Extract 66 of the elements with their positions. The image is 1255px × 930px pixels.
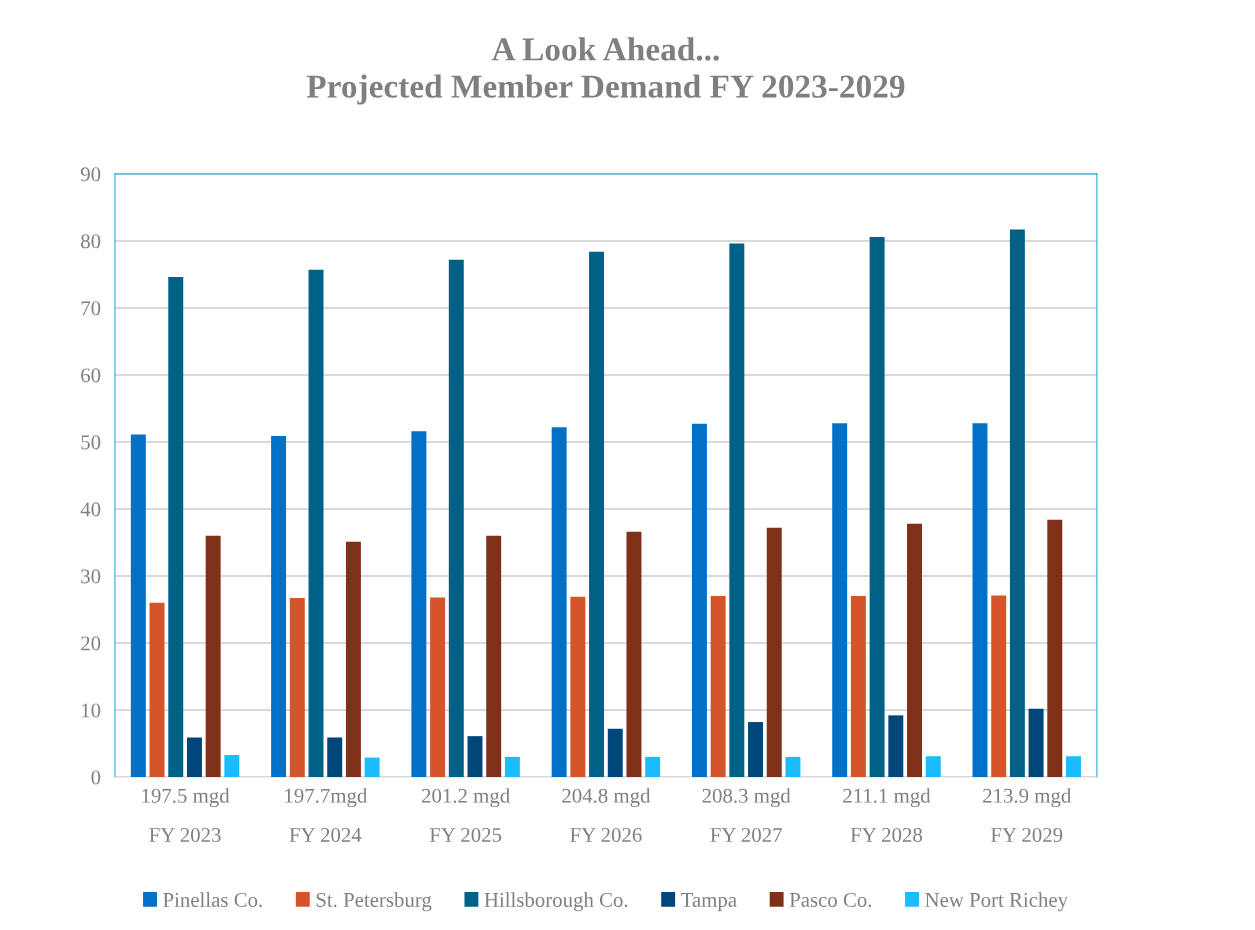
bar [1028, 708, 1044, 778]
x-tick-label: 201.2 mgd FY 2025 [422, 788, 510, 842]
x-tick-label: 197.5 mgd FY 2023 [142, 788, 230, 842]
bar [570, 596, 586, 778]
bar [645, 756, 661, 778]
bar [289, 598, 305, 778]
bar [991, 595, 1007, 778]
bar [589, 251, 605, 778]
y-tick-label: 70 [81, 301, 101, 316]
bar [448, 259, 464, 778]
x-tick-label: 197.7mgd FY 2024 [285, 788, 368, 842]
bar [888, 715, 904, 778]
bar [486, 535, 502, 778]
legend-label: Hillsborough Co. [484, 892, 628, 912]
bar [691, 423, 707, 778]
bar [869, 236, 885, 778]
x-tick-label: 211.1 mgd FY 2028 [843, 788, 931, 842]
bar [308, 269, 324, 778]
bar [607, 728, 623, 778]
bar [271, 435, 287, 778]
x-tick-label: 204.8 mgd FY 2026 [562, 788, 651, 842]
bar [430, 597, 446, 778]
bar [1047, 519, 1063, 778]
y-tick-label: 80 [81, 234, 101, 249]
chart-title: A Look Ahead... Projected Member Demand FY 2023-2029 [306, 37, 905, 105]
bar [327, 737, 343, 778]
legend-label: Pinellas Co. [163, 892, 262, 908]
bar [551, 427, 567, 778]
y-tick-label: 20 [81, 636, 101, 651]
bar [364, 757, 380, 778]
x-tick-label: 213.9 mgd FY 2029 [983, 788, 1072, 842]
bar [186, 737, 202, 778]
y-tick-label: 50 [81, 435, 101, 450]
x-tick-label: 208.3 mgd FY 2027 [702, 788, 791, 842]
bar [149, 602, 165, 778]
y-tick-label: 60 [81, 368, 101, 383]
y-tick-label: 90 [80, 167, 101, 182]
bar [907, 523, 922, 778]
bar [710, 596, 726, 778]
bar [467, 736, 483, 778]
y-tick-label: 40 [80, 502, 101, 517]
bar [748, 722, 764, 778]
legend-label: Pasco Co. [789, 892, 872, 908]
bar [1009, 229, 1025, 778]
y-tick-label: 0 [91, 770, 101, 785]
y-tick-label: 30 [81, 569, 101, 584]
bar [205, 535, 221, 778]
bar [224, 754, 240, 778]
bar [168, 277, 184, 778]
legend-label: St. Petersburg [316, 892, 432, 912]
y-tick-label: 10 [82, 703, 101, 718]
bar [972, 423, 988, 778]
bar [626, 531, 642, 778]
bar [832, 423, 848, 778]
bar [411, 431, 427, 778]
bar [766, 527, 782, 778]
legend-label: New Port Richey [925, 892, 1068, 912]
bar [729, 243, 745, 778]
bar [130, 434, 146, 778]
bar [785, 756, 801, 778]
bar [1066, 756, 1081, 778]
bar [345, 541, 361, 778]
legend-label: Tampa [681, 893, 737, 912]
bar [504, 756, 520, 778]
bar [925, 756, 941, 778]
bar [850, 596, 866, 778]
